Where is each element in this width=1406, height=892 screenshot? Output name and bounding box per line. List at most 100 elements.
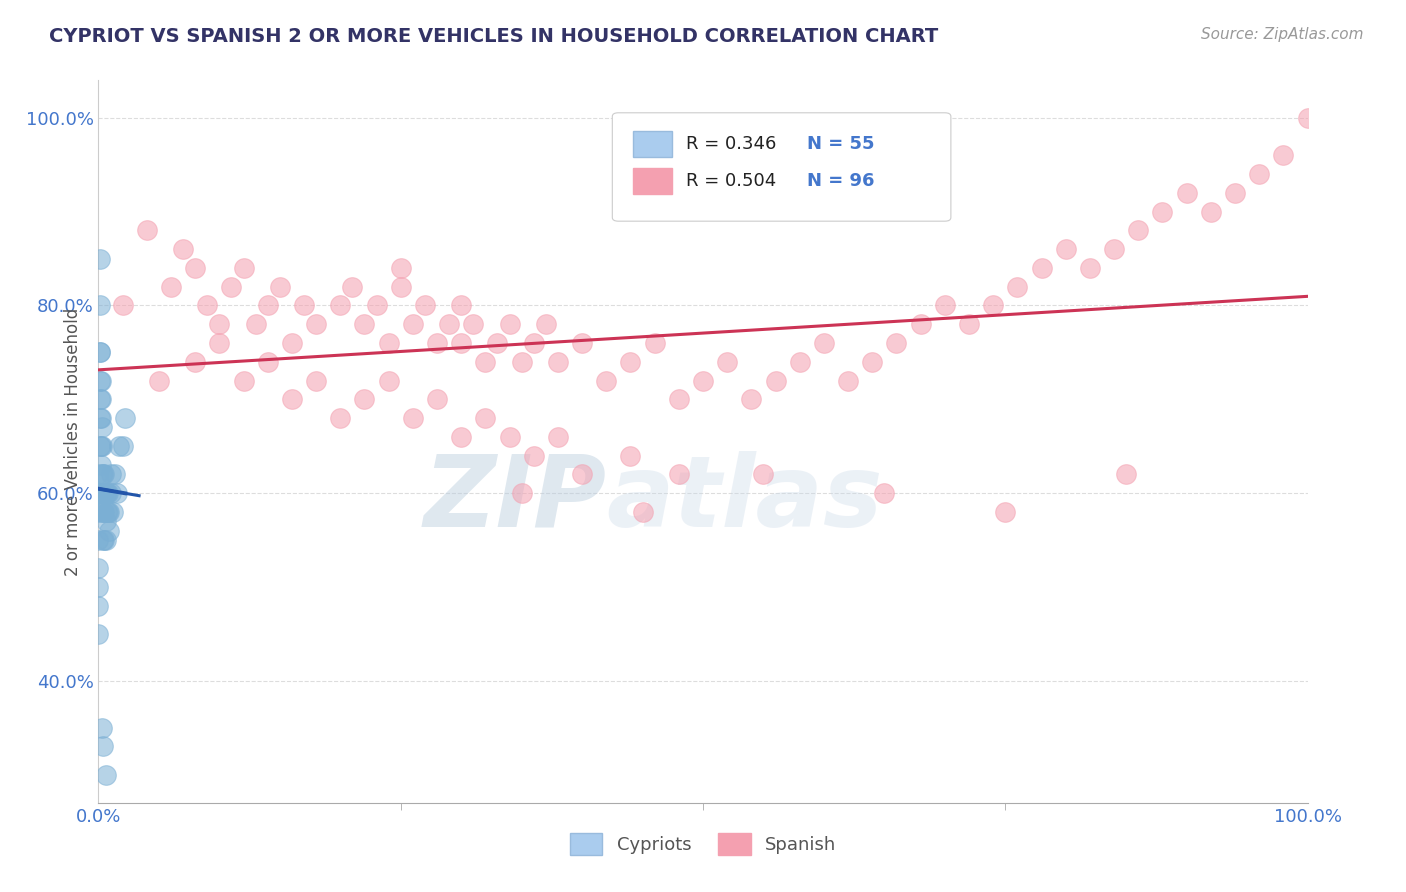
Legend: Cypriots, Spanish: Cypriots, Spanish — [562, 826, 844, 863]
Point — [98, 524, 121, 538]
Point — [474, 411, 496, 425]
Text: N = 55: N = 55 — [807, 135, 875, 153]
Point — [547, 355, 569, 369]
Point — [184, 355, 207, 369]
Point — [571, 467, 593, 482]
Point — [377, 336, 399, 351]
Point — [305, 318, 328, 332]
Point — [89, 392, 111, 407]
Point — [994, 505, 1017, 519]
Point — [1152, 204, 1174, 219]
Point — [789, 355, 811, 369]
Text: CYPRIOT VS SPANISH 2 OR MORE VEHICLES IN HOUSEHOLD CORRELATION CHART: CYPRIOT VS SPANISH 2 OR MORE VEHICLES IN… — [49, 27, 938, 45]
Point — [232, 260, 254, 275]
Point — [91, 467, 114, 482]
Point — [269, 279, 291, 293]
Point — [837, 374, 859, 388]
Text: atlas: atlas — [606, 450, 883, 548]
Point — [426, 392, 449, 407]
Point — [631, 505, 654, 519]
Point — [1223, 186, 1246, 200]
Point — [329, 298, 352, 312]
Point — [486, 336, 509, 351]
Text: ZIP: ZIP — [423, 450, 606, 548]
Point — [860, 355, 883, 369]
Point — [104, 467, 127, 482]
Point — [389, 260, 412, 275]
Point — [692, 374, 714, 388]
Point — [87, 580, 110, 594]
Point — [91, 486, 114, 500]
Point — [1128, 223, 1150, 237]
Point — [195, 298, 218, 312]
Point — [413, 298, 436, 312]
Point — [547, 430, 569, 444]
Point — [402, 318, 425, 332]
Point — [87, 599, 110, 613]
Point — [160, 279, 183, 293]
Point — [111, 298, 134, 312]
Point — [523, 336, 546, 351]
Point — [89, 411, 111, 425]
Point — [498, 318, 520, 332]
Point — [91, 739, 114, 754]
Point — [89, 345, 111, 359]
Point — [402, 411, 425, 425]
Point — [208, 336, 231, 351]
Point — [510, 486, 533, 500]
Point — [91, 533, 114, 547]
Point — [981, 298, 1004, 312]
Point — [353, 392, 375, 407]
Point — [342, 279, 364, 293]
Point — [87, 486, 110, 500]
Point — [114, 411, 136, 425]
Point — [93, 486, 115, 500]
Point — [90, 439, 112, 453]
Point — [232, 374, 254, 388]
Point — [87, 561, 110, 575]
Point — [89, 252, 111, 266]
Point — [523, 449, 546, 463]
Point — [96, 505, 118, 519]
Point — [98, 505, 121, 519]
Point — [91, 505, 114, 519]
Point — [111, 439, 134, 453]
Point — [281, 336, 304, 351]
Point — [91, 439, 114, 453]
Point — [740, 392, 762, 407]
Point — [105, 486, 128, 500]
Y-axis label: 2 or more Vehicles in Household: 2 or more Vehicles in Household — [63, 308, 82, 575]
Point — [94, 486, 117, 500]
Text: N = 96: N = 96 — [807, 172, 875, 190]
Point — [1007, 279, 1029, 293]
Point — [619, 355, 641, 369]
Point — [752, 467, 775, 482]
Point — [97, 486, 120, 500]
Point — [619, 449, 641, 463]
Point — [910, 318, 932, 332]
Point — [87, 505, 110, 519]
Point — [245, 318, 267, 332]
Point — [87, 533, 110, 547]
Point — [1272, 148, 1295, 162]
Point — [450, 298, 472, 312]
Point — [534, 318, 557, 332]
Point — [329, 411, 352, 425]
Point — [87, 467, 110, 482]
Point — [91, 505, 114, 519]
Point — [1199, 204, 1222, 219]
Text: R = 0.504: R = 0.504 — [686, 172, 776, 190]
Point — [1078, 260, 1101, 275]
Point — [450, 430, 472, 444]
Point — [90, 458, 112, 472]
Point — [1296, 111, 1319, 125]
Point — [91, 420, 114, 434]
Point — [366, 298, 388, 312]
Point — [886, 336, 908, 351]
Point — [426, 336, 449, 351]
Point — [450, 336, 472, 351]
Point — [94, 767, 117, 781]
Point — [94, 514, 117, 528]
Point — [184, 260, 207, 275]
Point — [172, 242, 194, 256]
